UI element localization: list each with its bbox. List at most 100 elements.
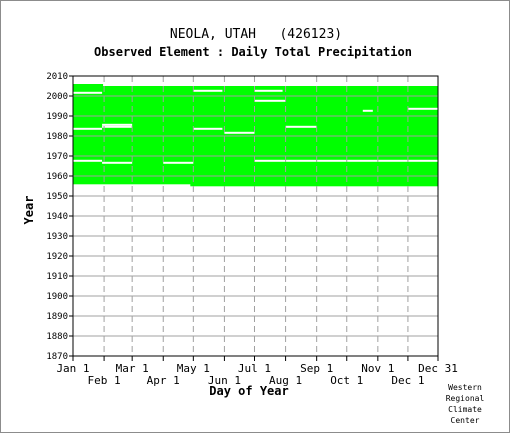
- y-tick-label: 2010: [46, 72, 68, 82]
- observed-year-1958: [73, 178, 438, 181]
- x-tick-label: Aug 1: [269, 374, 302, 387]
- missing-span: [193, 89, 223, 92]
- missing-span: [285, 125, 317, 128]
- missing-span: [254, 159, 438, 162]
- credit-block: Western Regional Climate Center: [435, 382, 495, 426]
- observed-year-1971: [73, 152, 438, 155]
- y-tick-label: 1900: [46, 292, 68, 302]
- observed-year-2003: [73, 88, 438, 91]
- observed-year-1993: [73, 108, 438, 111]
- observed-year-1966: [73, 162, 438, 165]
- observed-year-2004: [73, 86, 438, 89]
- observed-year-1987: [73, 120, 438, 123]
- observed-year-1985: [73, 124, 438, 127]
- observed-year-1998: [73, 98, 438, 101]
- x-axis-label: Day of Year: [209, 384, 288, 398]
- x-tick-label: Oct 1: [330, 374, 363, 387]
- missing-span: [254, 99, 286, 102]
- missing-span: [254, 89, 283, 92]
- observed-year-1970: [73, 154, 438, 157]
- missing-span: [102, 123, 133, 126]
- y-tick-label: 1910: [46, 272, 68, 282]
- observed-year-1989: [73, 116, 438, 119]
- x-tick-label: Nov 1: [361, 362, 394, 375]
- y-tick-label: 1960: [46, 172, 68, 182]
- observed-year-1974: [73, 146, 438, 149]
- observed-year-1973: [73, 148, 438, 151]
- x-tick-label: Mar 1: [116, 362, 149, 375]
- observed-year-1978: [73, 138, 438, 141]
- y-tick-label: 1990: [46, 112, 68, 122]
- observed-year-1996: [73, 102, 438, 105]
- x-tick-label: Dec 1: [391, 374, 424, 387]
- y-tick-label: 1970: [46, 152, 68, 162]
- y-tick-label: 1950: [46, 192, 68, 202]
- credit-line: Climate: [448, 405, 482, 414]
- y-axis-label: Year: [22, 196, 36, 225]
- observed-year-1960: [73, 174, 438, 177]
- missing-span: [163, 161, 194, 164]
- observed-year-1988: [73, 118, 438, 121]
- observed-year-2000: [73, 94, 438, 97]
- x-tick-label: Jul 1: [238, 362, 271, 375]
- observed-year-1961: [73, 172, 438, 175]
- missing-span: [73, 127, 103, 130]
- observed-year-1980: [73, 134, 438, 137]
- y-tick-label: 2000: [46, 92, 68, 102]
- y-tick-label: 1870: [46, 352, 68, 362]
- observed-year-1963: [73, 168, 438, 171]
- missing-span: [102, 161, 133, 164]
- y-tick-label: 1930: [46, 232, 68, 242]
- missing-span: [407, 107, 438, 110]
- observed-year-1995: [73, 104, 438, 107]
- missing-span: [362, 109, 373, 112]
- observed-year-1990: [73, 114, 438, 117]
- observed-year-1991: [73, 112, 438, 115]
- y-tick-label: 1890: [46, 312, 68, 322]
- observed-year-1994: [73, 106, 438, 109]
- x-tick-label: Sep 1: [300, 362, 333, 375]
- chart-title: NEOLA, UTAH (426123): [170, 27, 342, 42]
- credit-line: Center: [450, 416, 480, 425]
- observed-year-1972: [73, 150, 438, 153]
- observed-year-1969: [73, 156, 438, 159]
- x-tick-label: Jun 1: [208, 374, 241, 387]
- observed-year-1979: [73, 136, 438, 139]
- observed-year-1981: [73, 132, 438, 135]
- observed-year-2001: [73, 92, 438, 95]
- x-tick-label: Jan 1: [56, 362, 89, 375]
- observed-year-1964: [73, 166, 438, 169]
- x-tick-label: May 1: [177, 362, 210, 375]
- observed-year-1968: [73, 158, 438, 161]
- x-tick-label: Dec 31: [418, 362, 458, 375]
- y-tick-label: 1920: [46, 252, 68, 262]
- y-tick-label: 1880: [46, 332, 68, 342]
- missing-span: [73, 91, 103, 94]
- observed-year-1955: [190, 184, 438, 187]
- observed-year-1965: [73, 164, 438, 167]
- observed-year-1959: [73, 176, 438, 179]
- credit-line: Regional: [445, 394, 485, 403]
- observed-year-1975: [73, 144, 438, 147]
- observed-year-1992: [73, 110, 438, 113]
- y-tick-label: 1980: [46, 132, 68, 142]
- observed-year-1999: [73, 96, 438, 99]
- missing-span: [73, 159, 103, 162]
- observed-year-1982: [73, 130, 438, 133]
- observed-year-1962: [73, 170, 438, 173]
- missing-span: [224, 131, 255, 134]
- chart-subtitle: Observed Element : Daily Total Precipita…: [94, 45, 412, 59]
- credit-line: Western: [448, 383, 482, 392]
- observed-year-1983: [73, 128, 438, 131]
- missing-span: [102, 125, 133, 128]
- observed-year-1984: [73, 126, 438, 129]
- observed-year-1986: [73, 122, 438, 125]
- x-tick-label: Apr 1: [147, 374, 180, 387]
- plot-area: 1870 1880 1890 1900 1910 1920 1930 1940 1950 1960…: [46, 72, 458, 387]
- observed-year-1977: [73, 140, 438, 143]
- observed-year-1956: [73, 182, 438, 185]
- observed-year-1957: [73, 180, 438, 183]
- x-tick-label: Feb 1: [88, 374, 121, 387]
